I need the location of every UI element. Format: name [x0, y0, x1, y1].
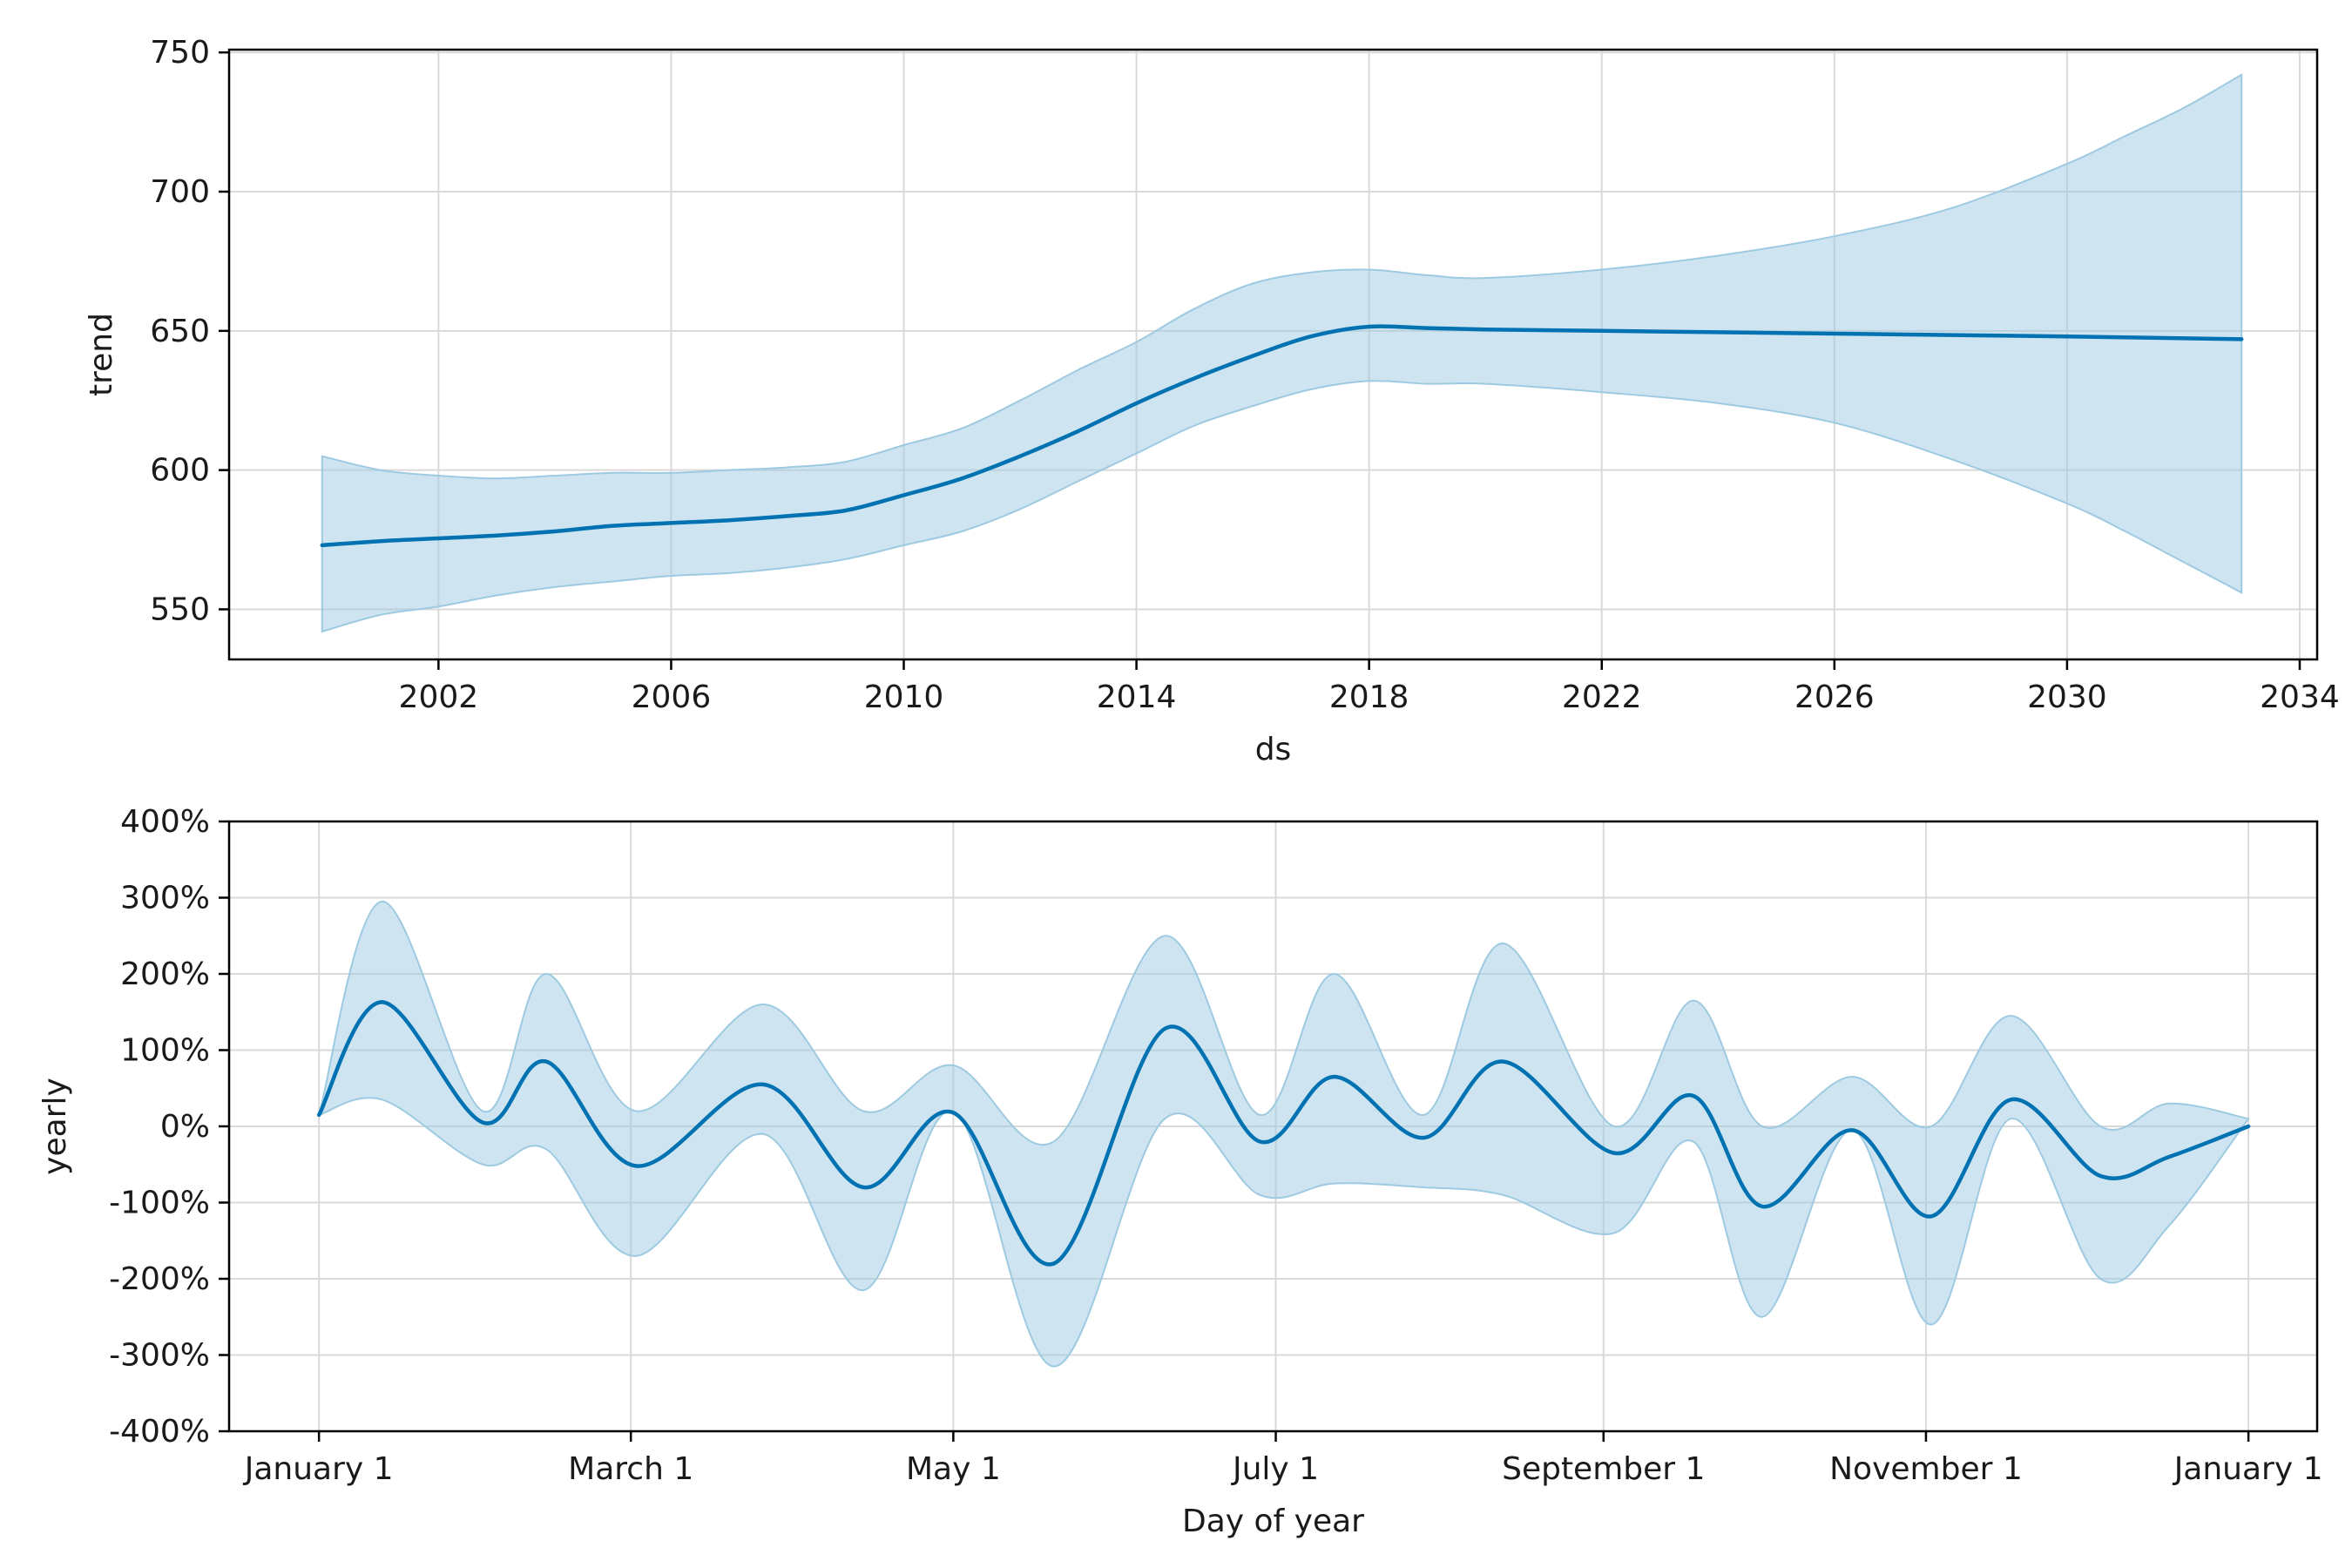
y-tick-label: -300% [109, 1338, 210, 1374]
y-tick-label: -400% [109, 1414, 210, 1450]
trend-x-axis-label: ds [1255, 732, 1292, 767]
trend-y-ticks: 550 600 650 700 750 [150, 35, 229, 627]
y-tick-label: -100% [109, 1186, 210, 1221]
y-tick-label: 0% [160, 1109, 210, 1145]
y-tick-label: 550 [150, 591, 210, 627]
y-tick-label: 750 [150, 35, 210, 71]
trend-y-axis-label: trend [84, 313, 119, 396]
x-tick-label: 2030 [2027, 679, 2107, 715]
yearly-y-ticks: -400% -300% -200% -100% 0% 100% 200% 300% 400% [109, 804, 229, 1450]
y-tick-label: 100% [120, 1033, 210, 1069]
y-tick-label: 600 [150, 453, 210, 489]
x-tick-label: 2026 [1794, 679, 1875, 715]
y-tick-label: -200% [109, 1261, 210, 1297]
x-tick-label: November 1 [1829, 1451, 2023, 1487]
x-tick-label: March 1 [568, 1451, 693, 1487]
yearly-x-ticks: January 1 March 1 May 1 July 1 September 1 No… [243, 1431, 2323, 1487]
x-tick-label: May 1 [906, 1451, 1001, 1487]
y-tick-label: 700 [150, 174, 210, 210]
uncertainty-band [321, 73, 2243, 633]
yearly-y-axis-label: yearly [37, 1078, 73, 1175]
trend-uncertainty-bands [321, 73, 2243, 633]
x-tick-label: January 1 [2173, 1451, 2323, 1487]
yearly-panel: January 1 March 1 May 1 July 1 September 1 No… [37, 804, 2323, 1539]
trend-grid [229, 50, 2317, 659]
series-line [320, 324, 2244, 548]
trend-x-ticks: 2002 2006 2010 2014 2018 2022 2026 2030 2034 [399, 659, 2340, 715]
y-tick-label: 200% [120, 956, 210, 992]
y-tick-label: 650 [150, 314, 210, 349]
series-line [316, 1000, 2251, 1267]
x-tick-label: January 1 [243, 1451, 394, 1487]
x-tick-label: September 1 [1502, 1451, 1705, 1487]
yearly-x-axis-label: Day of year [1182, 1504, 1364, 1539]
yearly-uncertainty-bands [317, 900, 2250, 1368]
x-tick-label: 2002 [399, 679, 479, 715]
trend-lines [320, 324, 2244, 548]
x-tick-label: 2010 [864, 679, 944, 715]
x-tick-label: 2034 [2260, 679, 2340, 715]
x-tick-label: 2014 [1097, 679, 1177, 715]
trend-axes-frame [227, 48, 2319, 661]
x-tick-label: July 1 [1231, 1451, 1319, 1487]
x-tick-label: 2018 [1329, 679, 1409, 715]
x-tick-label: 2006 [632, 679, 712, 715]
y-tick-label: 300% [120, 881, 210, 916]
x-tick-label: 2022 [1562, 679, 1642, 715]
uncertainty-band [317, 900, 2250, 1368]
trend-panel: 2002 2006 2010 2014 2018 2022 2026 2030 2034 550… [84, 35, 2340, 767]
y-tick-label: 400% [120, 804, 210, 840]
yearly-lines [316, 1000, 2251, 1267]
